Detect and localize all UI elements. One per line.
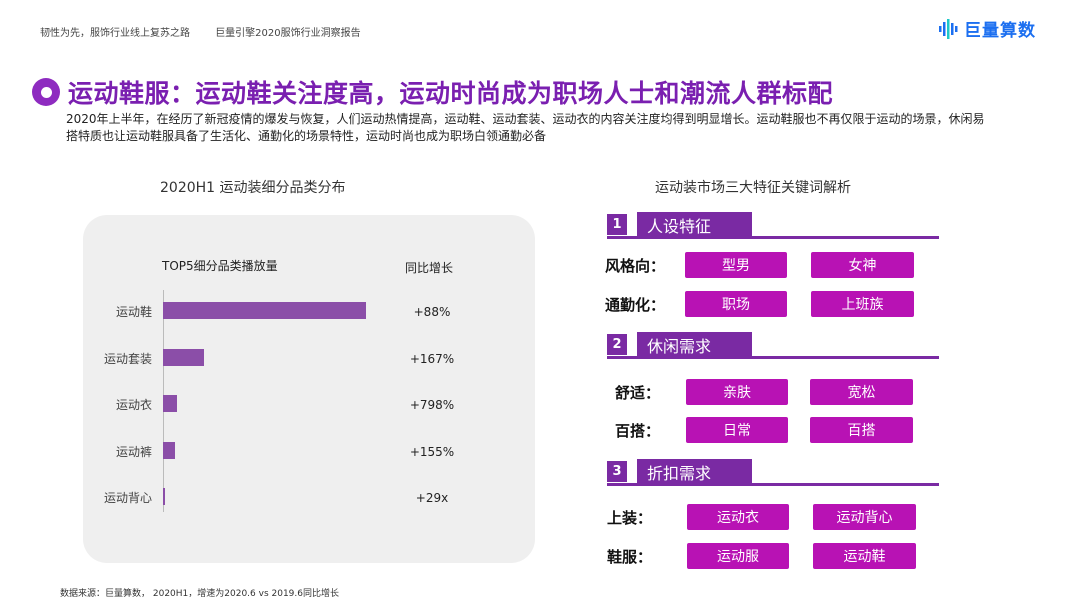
section-number: 1 bbox=[607, 214, 627, 235]
keyword-row-label: 舒适： bbox=[615, 384, 661, 402]
growth-value: +167% bbox=[409, 351, 455, 366]
page-title-row: 运动鞋服：运动鞋关注度高，运动时尚成为职场人士和潮流人群标配 bbox=[32, 74, 833, 110]
bar-4 bbox=[163, 441, 176, 459]
brand-logo: 巨量算数 bbox=[938, 16, 1036, 41]
brand-name: 巨量算数 bbox=[964, 21, 1036, 41]
breadcrumb: 韧性为先，服饰行业线上复苏之路 巨量引擎2020服饰行业洞察报告 bbox=[40, 24, 383, 39]
keyword-tag: 宽松 bbox=[810, 379, 913, 405]
keyword-tag: 运动背心 bbox=[813, 504, 916, 530]
keyword-row-label: 上装： bbox=[607, 509, 653, 527]
section-number: 3 bbox=[607, 461, 627, 482]
bar-2 bbox=[163, 348, 204, 366]
section-divider bbox=[607, 356, 939, 359]
chart-section-heading: 2020H1 运动装细分品类分布 bbox=[160, 180, 346, 196]
category-label: 运动裤 bbox=[115, 444, 152, 459]
growth-value: +798% bbox=[409, 398, 455, 412]
keyword-tag: 亲肤 bbox=[686, 379, 788, 405]
keyword-tag: 职场 bbox=[685, 291, 787, 317]
growth-header: 同比增长 bbox=[405, 261, 454, 275]
section-divider bbox=[607, 483, 939, 486]
keyword-tag: 百搭 bbox=[810, 417, 913, 443]
category-label: 运动鞋 bbox=[115, 305, 152, 319]
category-label: 运动衣 bbox=[115, 398, 152, 412]
breadcrumb-item: 韧性为先，服饰行业线上复苏之路 bbox=[40, 28, 190, 39]
category-label: 运动套装 bbox=[103, 351, 152, 366]
section-title: 折扣需求 bbox=[637, 459, 752, 484]
keyword-row-label: 风格向： bbox=[605, 257, 666, 275]
logo-bars-icon bbox=[939, 18, 958, 39]
chart-title: TOP5细分品类播放量 bbox=[162, 259, 278, 273]
keyword-row-label: 鞋服： bbox=[607, 548, 653, 566]
section-title: 人设特征 bbox=[637, 212, 752, 237]
keyword-tag: 运动衣 bbox=[687, 504, 789, 530]
intro-paragraph: 2020年上半年，在经历了新冠疫情的爆发与恢复，人们运动热情提高，运动鞋、运动套… bbox=[66, 112, 985, 143]
bar-5 bbox=[163, 488, 166, 505]
keyword-tag: 型男 bbox=[685, 252, 787, 278]
keyword-tag: 运动鞋 bbox=[813, 543, 916, 569]
title-bullet-icon bbox=[32, 78, 60, 106]
category-label: 运动背心 bbox=[103, 491, 152, 505]
keyword-tag: 女神 bbox=[811, 252, 914, 278]
bar-3 bbox=[163, 395, 178, 412]
growth-value: +88% bbox=[413, 305, 451, 319]
growth-value: +29x bbox=[415, 491, 449, 505]
growth-value: +155% bbox=[409, 444, 455, 459]
data-source-note: 数据来源：巨量算数， 2020H1，增速为2020.6 vs 2019.6同比增… bbox=[60, 589, 339, 599]
bar-1 bbox=[163, 302, 366, 319]
section-divider bbox=[607, 236, 939, 239]
section-title: 休闲需求 bbox=[637, 332, 752, 357]
keyword-tag: 运动服 bbox=[687, 543, 789, 569]
keyword-tag: 上班族 bbox=[811, 291, 914, 317]
keyword-row-label: 百搭： bbox=[615, 422, 661, 440]
section-number: 2 bbox=[607, 334, 627, 355]
breadcrumb-item: 巨量引擎2020服饰行业洞察报告 bbox=[215, 28, 361, 39]
page-title: 运动鞋服：运动鞋关注度高，运动时尚成为职场人士和潮流人群标配 bbox=[68, 79, 834, 108]
keywords-section-heading: 运动装市场三大特征关键词解析 bbox=[655, 180, 851, 196]
keyword-row-label: 通勤化： bbox=[605, 296, 666, 314]
keyword-tag: 日常 bbox=[686, 417, 788, 443]
chart-panel bbox=[83, 215, 535, 563]
